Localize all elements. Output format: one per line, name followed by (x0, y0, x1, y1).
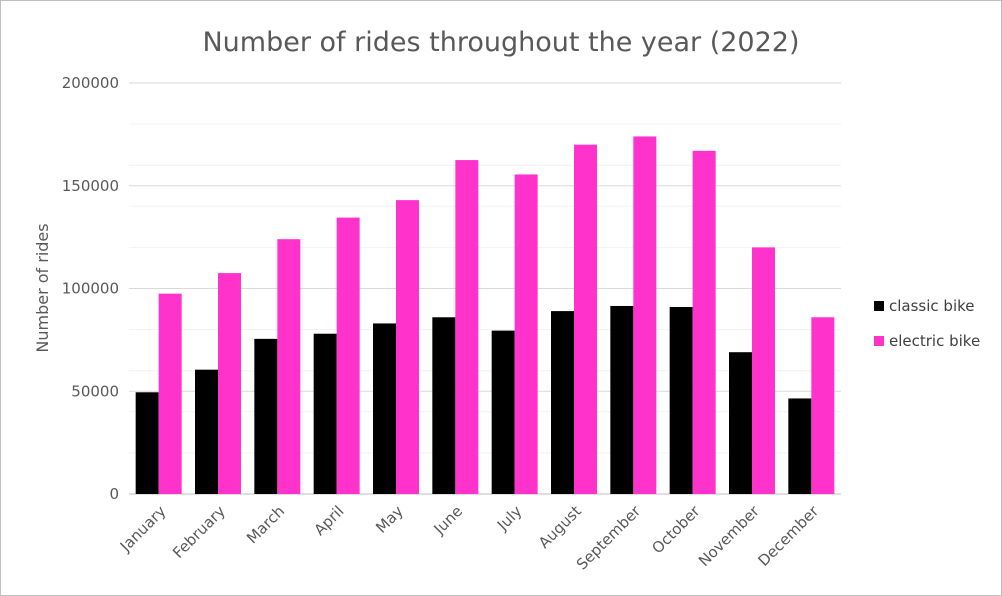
x-tick-label: April (311, 502, 348, 539)
x-tick-label: February (169, 502, 229, 562)
legend: classic bike electric bike (874, 297, 980, 350)
electric-bike-bar (218, 273, 241, 494)
legend-swatch (874, 336, 884, 346)
x-axis-ticks: January February March April May June July Augu… (116, 502, 823, 574)
chart-title: Number of rides throughout the year (202… (202, 27, 799, 58)
classic-bike-bar (254, 338, 278, 494)
y-tick-label: 200000 (62, 74, 119, 92)
y-axis-label: Number of rides (33, 223, 52, 352)
x-tick-label: December (754, 502, 822, 570)
electric-bike-bar (514, 174, 538, 494)
electric-bike-bar (396, 200, 419, 494)
x-tick-label: January (116, 502, 170, 556)
electric-bike-bar (633, 136, 657, 494)
x-tick-label: November (695, 502, 763, 570)
y-tick-label: 50000 (71, 382, 119, 400)
legend-label: classic bike (889, 297, 975, 315)
x-tick-label: May (372, 502, 407, 537)
x-tick-label: October (648, 502, 704, 558)
y-axis-ticks: 0 50000 100000 150000 200000 (62, 74, 119, 503)
classic-bike-bar (610, 305, 634, 494)
gridlines (129, 82, 841, 495)
classic-bike-bar (313, 333, 337, 494)
bars (135, 136, 835, 495)
x-tick-label: March (243, 502, 288, 547)
x-tick-label: August (535, 502, 585, 552)
y-tick-label: 0 (109, 485, 119, 503)
legend-label: electric bike (889, 332, 980, 350)
classic-bike-bar (491, 330, 515, 494)
classic-bike-bar (788, 398, 812, 494)
electric-bike-bar (455, 160, 479, 494)
electric-bike-bar (336, 217, 360, 495)
y-tick-label: 150000 (62, 177, 119, 195)
legend-swatch (874, 301, 884, 311)
x-tick-label: June (430, 502, 467, 539)
electric-bike-bar (277, 239, 301, 494)
electric-bike-bar (692, 150, 716, 494)
classic-bike-bar (373, 323, 396, 494)
x-tick-label: July (493, 502, 526, 535)
electric-bike-bar (158, 293, 182, 494)
classic-bike-bar (669, 306, 693, 494)
x-tick-label: September (573, 502, 645, 574)
electric-bike-bar (752, 247, 775, 494)
classic-bike-bar (135, 392, 159, 494)
electric-bike-bar (811, 317, 835, 494)
classic-bike-bar (432, 317, 456, 494)
electric-bike-bar (574, 144, 597, 494)
classic-bike-bar (551, 311, 574, 494)
classic-bike-bar (195, 369, 218, 494)
classic-bike-bar (729, 352, 752, 494)
y-tick-label: 100000 (62, 280, 119, 298)
